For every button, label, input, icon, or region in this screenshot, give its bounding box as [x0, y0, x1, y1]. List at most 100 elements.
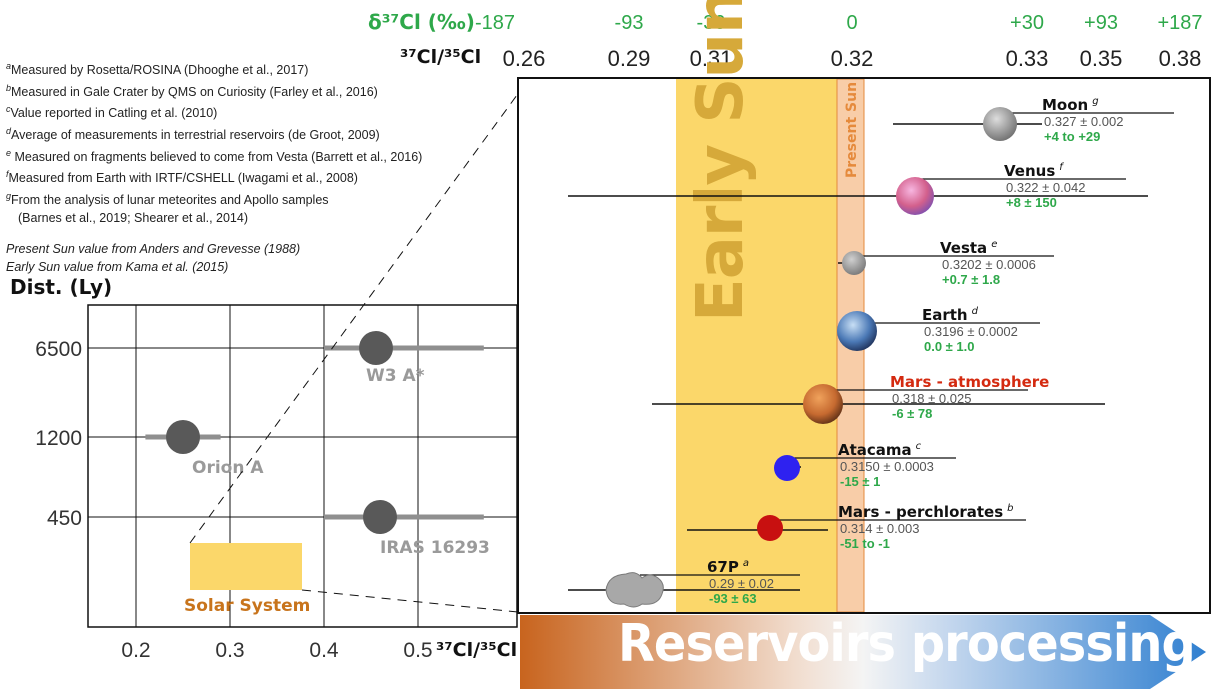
reservoir-name: Vesta e	[940, 239, 997, 257]
reservoir-delta: +8 ± 150	[1006, 195, 1057, 210]
footnote-c: cValue reported in Catling et al. (2010)	[6, 101, 516, 123]
reservoir-ratio: 0.3150 ± 0.0003	[840, 459, 934, 474]
footnotes: aMeasured by Rosetta/ROSINA (Dhooghe et …	[6, 58, 516, 276]
ratio-tick: 0.32	[831, 46, 874, 71]
delta-tick: -93	[615, 12, 644, 34]
footnote-text: Average of measurements in terrestrial r…	[11, 128, 380, 143]
distance-y-tick: 450	[47, 507, 82, 530]
footnote-text: Measured from Earth with IRTF/CSHELL (Iw…	[8, 171, 358, 186]
reservoir-name: Earth d	[922, 306, 979, 324]
zoom-connector-bottom	[301, 589, 519, 613]
footnote-marker: f	[6, 169, 9, 180]
banner-label: Reservoirs processing	[618, 614, 1196, 674]
present-sun-label: Present Sun	[844, 82, 860, 178]
footnote-d: dAverage of measurements in terrestrial …	[6, 123, 516, 145]
footnote-marker: d	[6, 125, 12, 136]
reservoir-delta: +0.7 ± 1.8	[942, 272, 1000, 287]
ratio-tick: 0.38	[1159, 46, 1202, 71]
delta-tick-labels: -187 -93 -30 0 +30 +93 +187	[475, 12, 1203, 34]
distance-y-ticks: 6500 1200 450	[35, 338, 82, 530]
ratio-tick-labels: 0.26 0.29 0.31 0.32 0.33 0.35 0.38	[503, 46, 1202, 71]
footnote-continuation: (Barnes et al., 2019; Shearer et al., 20…	[18, 210, 248, 225]
delta-axis-label: δ³⁷Cl (‰)	[368, 10, 475, 34]
distance-point-label: IRAS 16293	[380, 538, 490, 558]
delta-tick: +187	[1157, 12, 1202, 34]
reservoir-point	[896, 177, 934, 215]
distance-point	[359, 331, 393, 365]
reservoir-point	[837, 311, 877, 351]
reservoir-ratio: 0.29 ± 0.02	[709, 576, 774, 591]
footnote-text: Measured in Gale Crater by QMS on Curios…	[11, 84, 378, 99]
comet-67p-icon	[605, 572, 664, 608]
reservoir-points: Moon g0.327 ± 0.002+4 to +29 Venus f0.322 ±…	[568, 96, 1174, 608]
banner-arrow	[520, 615, 1206, 689]
distance-x-tick: 0.4	[309, 639, 339, 662]
footnote-e: e Measured on fragments believed to come…	[6, 145, 516, 167]
footnote-f: fMeasured from Earth with IRTF/CSHELL (I…	[6, 166, 516, 188]
distance-chart-points: W3 A* Orion A IRAS 16293	[145, 331, 490, 558]
reservoir-name: Mars - atmosphere	[890, 373, 1049, 391]
reservoir-delta: +4 to +29	[1044, 129, 1100, 144]
distance-point-label: Orion A	[192, 458, 264, 478]
reservoir-point	[757, 515, 783, 541]
reservoir-delta: 0.0 ± 1.0	[924, 339, 975, 354]
reservoir-name: Mars - perchlorates b	[838, 503, 1014, 521]
reservoir-ratio: 0.314 ± 0.003	[840, 521, 919, 536]
distance-x-tick: 0.3	[215, 639, 244, 662]
reservoir-point	[774, 455, 800, 481]
reservoir-ratio: 0.318 ± 0.025	[892, 391, 971, 406]
ratio-tick: 0.33	[1006, 46, 1049, 71]
delta-tick: -187	[475, 12, 515, 34]
reservoir-delta: -6 ± 78	[892, 406, 932, 421]
source-notes: Present Sun value from Anders and Greves…	[6, 241, 516, 276]
delta-tick: 0	[846, 12, 857, 34]
footnote-marker: e	[6, 147, 12, 158]
reservoir-ratio: 0.322 ± 0.042	[1006, 180, 1085, 195]
ratio-axis-label: ³⁷Cl/³⁵Cl	[400, 46, 481, 68]
reservoirs-processing-banner	[520, 615, 1206, 689]
delta-tick: -30	[697, 12, 726, 34]
footnote-marker: b	[6, 82, 12, 93]
reservoir-point	[983, 107, 1017, 141]
early-sun-label: Early Sun	[684, 0, 758, 322]
footnote-text: From the analysis of lunar meteorites an…	[11, 193, 329, 208]
distance-point	[166, 420, 200, 454]
distance-x-ticks: 0.2 0.3 0.4 0.5	[121, 639, 432, 662]
distance-y-tick: 1200	[35, 427, 82, 450]
footnote-text: Measured by Rosetta/ROSINA (Dhooghe et a…	[11, 63, 309, 78]
reservoir-delta: -93 ± 63	[709, 591, 757, 606]
footnote-a: aMeasured by Rosetta/ROSINA (Dhooghe et …	[6, 58, 516, 80]
footnote-g: gFrom the analysis of lunar meteorites a…	[6, 188, 516, 210]
reservoir-name: Moon g	[1042, 96, 1099, 114]
distance-x-label: ³⁷Cl/³⁵Cl	[436, 639, 517, 661]
reservoir-chart-border	[517, 77, 1211, 614]
reservoir-ratio: 0.3196 ± 0.0002	[924, 324, 1018, 339]
footnote-marker: c	[6, 104, 11, 115]
early-sun-band	[676, 79, 837, 612]
reservoir-name: Venus f	[1004, 162, 1064, 180]
delta-tick: +93	[1084, 12, 1118, 34]
ratio-tick: 0.26	[503, 46, 546, 71]
footnote-marker: a	[6, 61, 12, 71]
distance-x-tick: 0.2	[121, 639, 150, 662]
distance-chart: Solar System W3 A* Orion A IRAS 16293 6500…	[10, 275, 518, 662]
header-scales: δ³⁷Cl (‰) ³⁷Cl/³⁵Cl -187 -93 -30 0 +30 +93 +18…	[368, 10, 1203, 71]
reservoir-name: Atacama c	[838, 441, 922, 459]
reservoir-delta: -51 to -1	[840, 536, 890, 551]
delta-tick: +30	[1010, 12, 1044, 34]
distance-x-tick: 0.5	[403, 639, 432, 662]
distance-y-tick: 6500	[35, 338, 82, 361]
distance-chart-frame	[87, 304, 518, 628]
footnote-marker: g	[6, 190, 12, 201]
distance-point	[363, 500, 397, 534]
distance-y-label: Dist. (Ly)	[10, 275, 112, 299]
footnote-text: Measured on fragments believed to come f…	[11, 149, 423, 164]
reservoir-delta: -15 ± 1	[840, 474, 880, 489]
solar-system-box	[190, 543, 302, 590]
reservoir-point	[842, 251, 866, 275]
ratio-tick: 0.29	[608, 46, 651, 71]
reservoir-point	[803, 384, 843, 424]
distance-point-label: W3 A*	[366, 366, 425, 386]
ratio-tick: 0.35	[1080, 46, 1123, 71]
